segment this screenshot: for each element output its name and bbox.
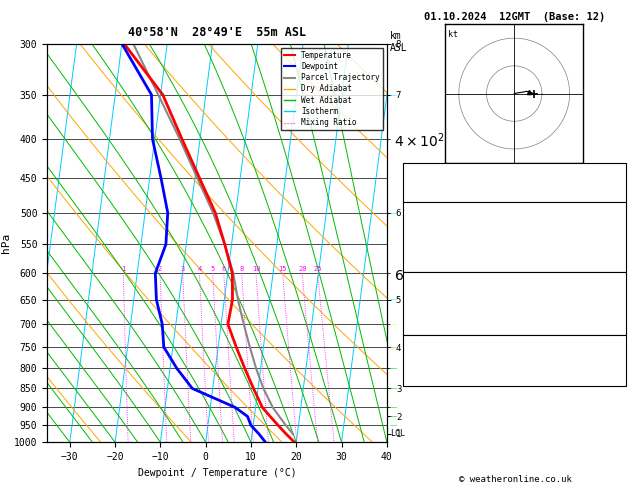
- X-axis label: Dewpoint / Temperature (°C): Dewpoint / Temperature (°C): [138, 468, 296, 478]
- Text: θₑ(K): θₑ(K): [406, 234, 433, 243]
- Text: ―: ―: [390, 414, 397, 419]
- Text: ―: ―: [390, 365, 397, 371]
- Text: CIN (J): CIN (J): [406, 327, 443, 336]
- Text: Totals Totals: Totals Totals: [406, 179, 476, 188]
- Text: Most Unstable: Most Unstable: [479, 275, 549, 284]
- Text: StmDir: StmDir: [406, 367, 438, 377]
- Text: © weatheronline.co.uk: © weatheronline.co.uk: [459, 474, 572, 484]
- Text: 9: 9: [618, 306, 623, 314]
- Text: 1011: 1011: [602, 285, 623, 294]
- Text: CIN (J): CIN (J): [406, 264, 443, 273]
- Text: SREH: SREH: [406, 357, 427, 366]
- Text: 5: 5: [211, 266, 215, 272]
- Text: 8: 8: [618, 378, 623, 386]
- Text: 40°58'N  28°49'E  55m ASL: 40°58'N 28°49'E 55m ASL: [128, 26, 306, 39]
- Text: 15: 15: [279, 266, 287, 272]
- Text: 29: 29: [613, 179, 623, 188]
- Text: 318: 318: [607, 295, 623, 304]
- Text: 1.74: 1.74: [602, 190, 623, 199]
- Text: PW (cm): PW (cm): [406, 190, 443, 199]
- Text: EH: EH: [406, 347, 416, 356]
- Text: ―: ―: [390, 385, 397, 391]
- Text: 25: 25: [313, 266, 322, 272]
- Text: 13.2: 13.2: [602, 224, 623, 233]
- Text: 8: 8: [240, 266, 244, 272]
- Text: 3: 3: [181, 266, 185, 272]
- Text: -15: -15: [607, 168, 623, 177]
- Text: 9: 9: [618, 244, 623, 253]
- Text: ―: ―: [390, 344, 397, 350]
- Text: CAPE (J): CAPE (J): [406, 254, 448, 263]
- Text: 0: 0: [618, 254, 623, 263]
- Text: ―: ―: [390, 422, 397, 428]
- Text: CAPE (J): CAPE (J): [406, 316, 448, 325]
- Text: 0: 0: [618, 327, 623, 336]
- Text: km: km: [390, 31, 402, 41]
- Text: StmSpd (kt): StmSpd (kt): [406, 378, 465, 386]
- Text: 0: 0: [618, 316, 623, 325]
- Text: 19: 19: [613, 357, 623, 366]
- Legend: Temperature, Dewpoint, Parcel Trajectory, Dry Adiabat, Wet Adiabat, Isotherm, Mi: Temperature, Dewpoint, Parcel Trajectory…: [281, 48, 383, 130]
- Text: 20: 20: [298, 266, 306, 272]
- Text: 4: 4: [198, 266, 201, 272]
- Text: 301°: 301°: [602, 367, 623, 377]
- Text: 1: 1: [121, 266, 126, 272]
- Text: ―: ―: [390, 210, 397, 216]
- Text: Pressure (mb): Pressure (mb): [406, 285, 476, 294]
- Text: 10: 10: [252, 266, 260, 272]
- Text: Dewp (°C): Dewp (°C): [406, 224, 454, 233]
- Text: ―: ―: [390, 404, 397, 410]
- Text: kt: kt: [448, 30, 458, 39]
- Text: 2: 2: [158, 266, 162, 272]
- Text: 01.10.2024  12GMT  (Base: 12): 01.10.2024 12GMT (Base: 12): [423, 12, 605, 22]
- Text: LCL: LCL: [390, 429, 405, 438]
- Text: -17: -17: [607, 347, 623, 356]
- Text: Surface: Surface: [496, 205, 533, 214]
- Text: K: K: [406, 168, 411, 177]
- Text: Hodograph: Hodograph: [490, 338, 538, 347]
- Text: ―: ―: [390, 321, 397, 327]
- Text: ASL: ASL: [390, 43, 408, 53]
- Text: Temp (°C): Temp (°C): [406, 214, 454, 223]
- Text: 0: 0: [618, 264, 623, 273]
- Y-axis label: hPa: hPa: [1, 233, 11, 253]
- Text: Lifted Index: Lifted Index: [406, 306, 470, 314]
- Text: ―: ―: [390, 296, 397, 303]
- Text: θₑ (K): θₑ (K): [406, 295, 438, 304]
- Text: ―: ―: [390, 92, 397, 98]
- Text: Lifted Index: Lifted Index: [406, 244, 470, 253]
- Text: 6: 6: [221, 266, 226, 272]
- Text: 19.6: 19.6: [602, 214, 623, 223]
- Text: 318: 318: [607, 234, 623, 243]
